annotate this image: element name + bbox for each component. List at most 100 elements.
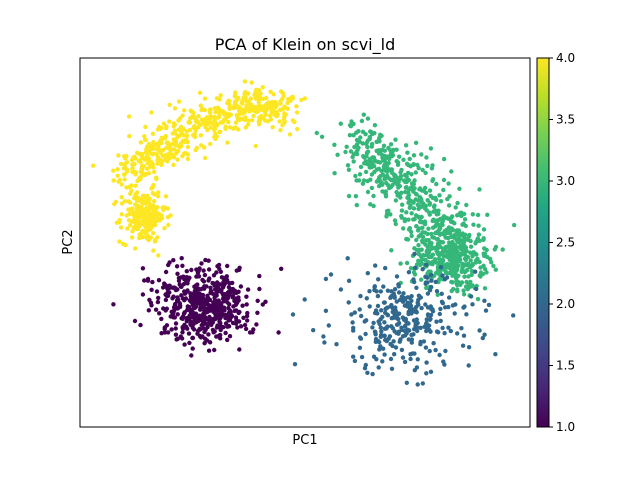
scatter-point <box>119 182 124 187</box>
scatter-point <box>405 304 410 309</box>
scatter-point <box>352 310 357 315</box>
scatter-point <box>397 154 402 159</box>
scatter-point <box>475 237 480 242</box>
scatter-point <box>414 213 419 218</box>
scatter-point <box>140 196 145 202</box>
scatter-point <box>360 181 366 186</box>
scatter-point <box>150 279 155 285</box>
scatter-point <box>443 245 449 250</box>
scatter-point <box>401 291 406 296</box>
scatter-point <box>175 271 180 276</box>
scatter-point <box>112 201 117 207</box>
scatter-point <box>383 161 389 166</box>
scatter-point <box>286 97 291 102</box>
scatter-point <box>399 325 404 330</box>
scatter-point <box>242 79 248 84</box>
scatter-point <box>365 370 370 375</box>
scatter-point <box>172 122 177 127</box>
scatter-point <box>151 182 156 188</box>
scatter-point <box>263 299 268 304</box>
scatter-point <box>456 239 461 244</box>
scatter-point <box>151 231 156 236</box>
scatter-point <box>362 366 368 371</box>
scatter-point <box>435 250 440 255</box>
scatter-point <box>365 161 371 166</box>
scatter-point <box>451 264 456 270</box>
scatter-point <box>216 334 221 339</box>
scatter-point <box>466 282 471 287</box>
scatter-point <box>369 162 374 167</box>
scatter-point <box>126 199 131 204</box>
scatter-point <box>430 178 435 183</box>
scatter-point <box>210 291 216 296</box>
scatter-point <box>393 308 398 314</box>
scatter-point <box>381 284 386 289</box>
scatter-point <box>362 161 367 166</box>
scatter-point <box>375 303 381 309</box>
scatter-point <box>352 358 358 364</box>
scatter-point <box>409 181 415 186</box>
scatter-point <box>165 206 171 211</box>
scatter-point <box>294 110 300 115</box>
scatter-point <box>414 262 420 267</box>
scatter-point <box>146 141 152 147</box>
scatter-point <box>436 277 442 282</box>
colorbar-ticks: 1.0 1.5 2.0 2.5 3.0 3.5 4.0 <box>549 51 575 434</box>
colorbar-tick-label: 2.5 <box>556 236 575 250</box>
scatter-point <box>186 331 192 336</box>
scatter-point <box>240 101 245 106</box>
scatter-point <box>407 156 412 162</box>
scatter-point <box>154 289 160 294</box>
scatter-point <box>255 298 260 303</box>
scatter-point <box>211 330 216 335</box>
scatter-point <box>170 154 175 159</box>
scatter-point <box>187 308 193 313</box>
scatter-point <box>156 278 162 283</box>
scatter-point <box>455 331 460 336</box>
scatter-point <box>370 371 375 377</box>
scatter-point <box>201 268 206 273</box>
scatter-point <box>129 219 134 224</box>
scatter-point <box>364 154 369 159</box>
scatter-point <box>379 329 384 334</box>
scatter-point <box>161 121 167 126</box>
scatter-point <box>255 310 260 315</box>
scatter-point <box>450 214 455 219</box>
scatter-point <box>390 170 395 176</box>
scatter-point <box>438 265 444 270</box>
scatter-point <box>256 95 261 101</box>
scatter-point <box>202 155 208 161</box>
scatter-point <box>221 111 227 116</box>
scatter-point <box>458 246 464 252</box>
scatter-point <box>263 110 268 115</box>
scatter-point <box>393 345 399 350</box>
scatter-point <box>487 256 493 262</box>
scatter-point <box>203 302 208 307</box>
scatter-point <box>169 327 174 332</box>
scatter-point <box>115 167 120 172</box>
scatter-point <box>185 144 191 150</box>
scatter-point <box>216 262 222 268</box>
scatter-point <box>248 96 253 101</box>
scatter-point <box>143 215 148 221</box>
scatter-point <box>419 214 424 220</box>
scatter-point <box>147 196 152 201</box>
scatter-point <box>149 163 154 168</box>
scatter-point <box>208 141 213 147</box>
scatter-point <box>382 176 387 182</box>
scatter-point <box>276 330 281 335</box>
scatter-point <box>383 194 389 199</box>
scatter-point <box>461 288 466 293</box>
scatter-point <box>390 182 395 188</box>
scatter-point <box>378 317 383 322</box>
scatter-point <box>440 273 445 278</box>
colorbar-tick-label: 3.0 <box>556 174 575 188</box>
scatter-point <box>466 363 471 368</box>
scatter-point <box>206 267 212 272</box>
scatter-point <box>237 111 243 117</box>
scatter-point <box>384 214 389 219</box>
scatter-point <box>385 169 390 174</box>
scatter-point <box>165 290 171 296</box>
scatter-point <box>420 381 425 386</box>
scatter-point <box>402 359 408 365</box>
